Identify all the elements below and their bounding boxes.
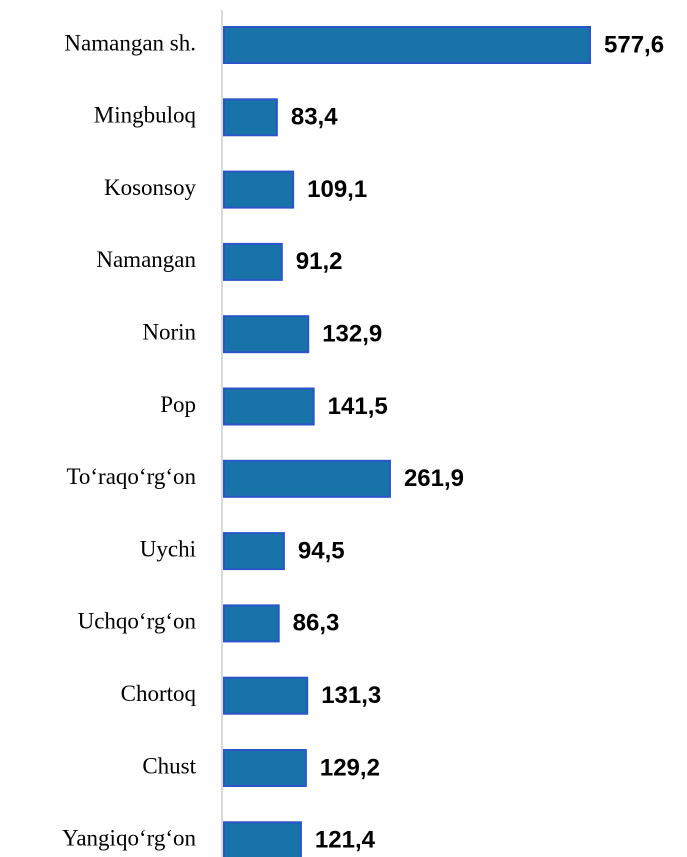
bar [223,98,278,137]
bar [223,821,302,857]
value-label: 261,9 [404,465,464,492]
category-label: Chust [142,753,196,778]
bar [223,604,280,643]
category-label: Uchqo‘rg‘on [78,609,197,634]
bar [223,676,309,715]
bar [223,387,315,426]
category-label: Yangiqo‘rg‘on [62,826,196,851]
category-label: Kosonsoy [104,175,197,200]
value-label: 91,2 [296,248,343,275]
value-label: 109,1 [307,176,367,203]
bar [223,242,283,281]
category-label: Namangan [96,247,196,272]
bar [223,170,295,209]
value-label: 131,3 [321,682,381,709]
bar [223,315,310,354]
category-label: Namangan sh. [64,30,196,55]
bar [223,749,307,787]
value-label: 129,2 [320,754,380,781]
bar [223,532,285,571]
bar [223,459,391,498]
value-label: 94,5 [298,537,345,564]
category-label: Mingbuloq [94,103,197,128]
category-label: Chortoq [121,681,197,706]
category-label: Norin [142,319,196,344]
value-label: 83,4 [291,104,338,131]
bar [223,26,591,64]
value-label: 86,3 [293,610,340,637]
category-label: To‘raqo‘rg‘on [66,464,196,489]
value-label: 132,9 [322,321,382,348]
value-label: 121,4 [315,827,376,854]
category-label: Pop [160,392,196,417]
value-label: 577,6 [604,31,664,58]
category-label: Uychi [140,536,196,561]
value-label: 141,5 [328,393,388,420]
